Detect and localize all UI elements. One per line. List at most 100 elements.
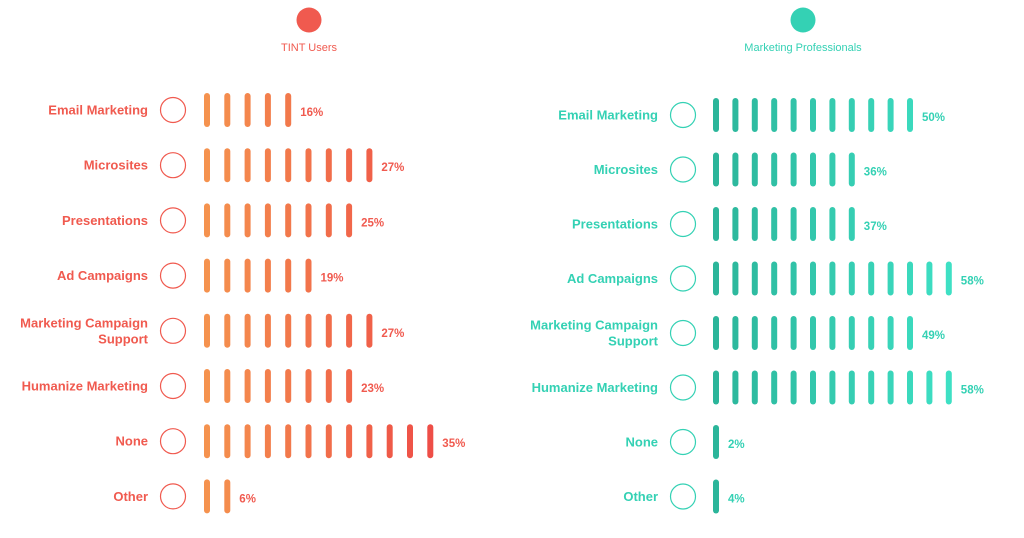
bar-stripe — [751, 261, 758, 296]
legend-dot-tint-users — [296, 7, 322, 33]
category-label-line: Humanize Marketing — [22, 379, 148, 394]
bar-stripe — [887, 370, 894, 405]
bar-row-marketing-campaign-support: Marketing Campaign Support 49% — [530, 316, 945, 350]
bar-stripe — [325, 313, 332, 348]
bar-stripe — [244, 203, 251, 238]
bar-stripe — [945, 261, 952, 296]
bar-stripe — [945, 370, 952, 405]
bar-stripe — [732, 152, 739, 187]
value-label: 35% — [442, 438, 465, 450]
bar-stripe — [264, 148, 271, 183]
bar-row-other: Other 4% — [623, 479, 745, 514]
bar-stripe — [407, 424, 413, 459]
checkbox-circle-icon — [159, 428, 187, 455]
bar-stripe — [325, 148, 332, 183]
bar-stripe — [926, 370, 933, 405]
bar-stripe — [346, 313, 353, 348]
value-label: 37% — [864, 221, 887, 233]
bar-row-presentations: Presentations 37% — [572, 207, 887, 241]
bar-stripe — [204, 424, 210, 459]
bar-stripe — [204, 479, 210, 514]
bar-stripe — [366, 148, 373, 183]
category-label-line: Support — [98, 331, 148, 346]
bar-stripe — [264, 258, 271, 293]
category-label-line: Ad Campaigns — [567, 271, 658, 286]
bar-stripe — [732, 316, 739, 350]
category-label: Ad Campaigns — [567, 271, 658, 286]
bar-stripe — [325, 424, 332, 459]
category-label-line: Email Marketing — [48, 103, 148, 118]
category-label: Other — [113, 489, 148, 504]
bar-stripe — [887, 261, 894, 296]
bar-stripe — [907, 370, 913, 405]
checkbox-circle-icon — [159, 317, 187, 344]
bar-stripe — [264, 93, 271, 127]
bar-stripe — [264, 313, 271, 348]
bar-stripe — [771, 370, 778, 405]
bar-stripe — [264, 424, 271, 459]
bar-row-microsites: Microsites 36% — [594, 152, 887, 187]
bar-stripe — [285, 93, 292, 127]
bar-stripe — [305, 424, 312, 459]
checkbox-circle-icon — [669, 483, 697, 510]
bar-stripe — [285, 258, 292, 293]
bar-stripe — [751, 370, 758, 405]
category-label-line: None — [626, 435, 659, 450]
bar-stripe — [305, 148, 312, 183]
bar-stripe — [285, 203, 292, 238]
bar-stripe — [732, 207, 739, 241]
bar-stripe — [244, 313, 251, 348]
bar-stripe — [907, 316, 913, 350]
panel-title: TINT Users — [281, 42, 338, 54]
bar-row-marketing-campaign-support: Marketing Campaign Support 27% — [20, 313, 404, 348]
bar-stripe — [771, 316, 778, 350]
bar-stripe — [829, 152, 836, 187]
bar-stripe — [224, 203, 231, 238]
bar-stripe — [204, 203, 210, 238]
value-label: 2% — [728, 439, 745, 451]
category-label: Humanize Marketing — [532, 380, 658, 395]
bar-stripe — [713, 316, 719, 350]
bar-stripe — [848, 207, 855, 241]
category-label: Microsites — [594, 162, 658, 177]
bar-stripe — [224, 313, 231, 348]
bar-stripe — [264, 203, 271, 238]
bar-stripe — [868, 370, 875, 405]
bar-stripe — [771, 152, 778, 187]
bar-stripe — [848, 98, 855, 132]
category-label: Marketing Campaign Support — [530, 318, 659, 349]
bar-stripe — [713, 152, 719, 187]
bar-stripe — [848, 261, 855, 296]
checkbox-circle-icon — [669, 156, 697, 183]
bar-row-email-marketing: Email Marketing 50% — [558, 98, 945, 132]
bar-stripe — [244, 93, 251, 127]
value-label: 36% — [864, 167, 887, 179]
bar-stripe — [346, 148, 353, 183]
category-label-line: Presentations — [62, 213, 148, 228]
bar-stripe — [285, 148, 292, 183]
bar-stripe — [751, 152, 758, 187]
bar-stripe — [829, 370, 836, 405]
bar-stripe — [713, 207, 719, 241]
category-label-line: Presentations — [572, 217, 658, 232]
panel-title: Marketing Professionals — [744, 42, 862, 54]
bar-stripe — [771, 261, 778, 296]
bar-stripe — [829, 98, 836, 132]
category-label-line: Marketing Campaign — [530, 318, 658, 333]
bar-stripe — [285, 313, 292, 348]
value-label: 4% — [728, 494, 745, 506]
bar-stripe — [790, 98, 797, 132]
value-label: 27% — [381, 162, 404, 174]
value-label: 19% — [321, 273, 344, 285]
bar-stripe — [907, 261, 913, 296]
checkbox-circle-icon — [159, 207, 187, 234]
bar-stripe — [790, 152, 797, 187]
bar-stripe — [224, 424, 231, 459]
bar-row-none: None 35% — [116, 424, 465, 459]
bar-stripe — [244, 148, 251, 183]
bar-stripe — [224, 148, 231, 183]
bar-stripe — [751, 207, 758, 241]
bar-stripe — [790, 316, 797, 350]
